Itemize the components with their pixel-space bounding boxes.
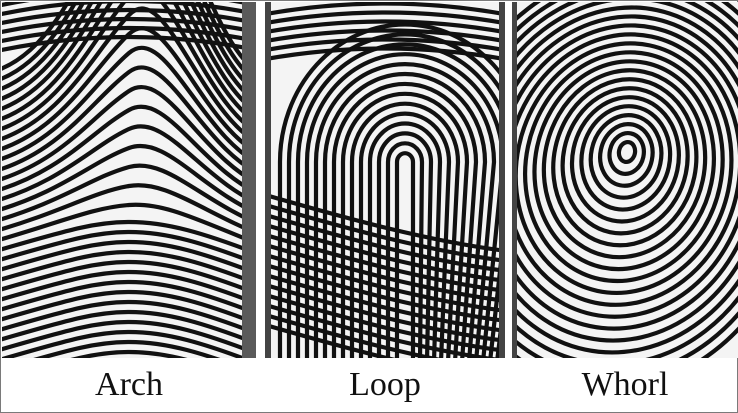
arch-ridge-line (2, 85, 256, 185)
loop-ridge-line (286, 32, 505, 358)
loop-ridge-line (265, 28, 505, 44)
whorl-ridge-ring (579, 104, 673, 212)
arch-ridge-line (2, 219, 256, 256)
loop-ridge-line (265, 282, 505, 343)
arch-ridge-line (2, 163, 256, 226)
loop-ridge-line (265, 212, 505, 273)
loop-ridge-line (265, 322, 396, 358)
loop-ridge-line (340, 91, 470, 358)
loop-caption: Loop (349, 366, 421, 403)
arch-ridge-line (2, 26, 256, 155)
arch-ridge-line (2, 299, 256, 336)
arch-ridge-line (2, 25, 256, 44)
loop-ridge-line (304, 52, 505, 358)
loop-ridge-line (265, 292, 505, 353)
whorl-ridge-ring (588, 113, 664, 200)
whorl-ridge-ring (569, 95, 681, 224)
loop-ridge-line (265, 222, 505, 283)
loop-ridge-line (265, 192, 505, 253)
arch-ridge-line (2, 259, 256, 296)
arch-ridge-line (2, 124, 256, 205)
loop-ridge-line (265, 19, 505, 35)
arch-fingerprint-image (2, 2, 256, 358)
arch-ridge-line (2, 6, 256, 145)
loop-ridge-line (277, 22, 505, 358)
arch-ridge-line (2, 319, 256, 356)
arch-caption: Arch (95, 366, 163, 403)
arch-ridge-line (2, 329, 249, 358)
loop-ridge-line (331, 81, 479, 358)
arch-ridge-line (2, 45, 256, 165)
arch-ridge-line (2, 144, 256, 215)
whorl-ridge-ring (522, 50, 725, 284)
arch-ridge-line (2, 34, 256, 53)
panel-divider (256, 2, 265, 358)
loop-ridge-line (322, 71, 488, 358)
loop-ridge-line (313, 62, 497, 358)
loop-ridge-line (394, 151, 416, 358)
arch-ridge-line (2, 2, 256, 84)
arch-ridge-line (2, 269, 256, 306)
arch-ridge-line (2, 202, 256, 246)
arch-ridge-line (2, 249, 256, 286)
arch-ridge-line (2, 2, 256, 115)
loop-ridge-line (265, 2, 505, 17)
arch-ridge-line (2, 279, 256, 316)
loop-ridge-line (265, 46, 505, 62)
arch-ridge-line (2, 65, 256, 175)
loop-ridge-line (376, 131, 434, 358)
arch-ridge-line (2, 309, 256, 346)
loop-ridge-pattern (265, 2, 505, 358)
loop-ridge-line (367, 121, 443, 358)
loop-ridge-line (385, 141, 425, 358)
whorl-ridge-ring (512, 5, 738, 343)
whorl-ridge-ring (598, 122, 655, 188)
loop-ridge-line (265, 10, 505, 26)
whorl-ridge-ring (551, 77, 699, 248)
whorl-ridge-ring (541, 68, 708, 260)
arch-ridge-line (2, 2, 256, 17)
whorl-ridge-ring (616, 139, 638, 165)
arch-ridge-line (2, 104, 256, 195)
arch-ridge-pattern (2, 2, 256, 358)
whorl-ridge-ring (512, 2, 738, 355)
loop-ridge-line (265, 202, 505, 263)
whorl-ridge-ring (512, 32, 738, 307)
whorl-ridge-pattern (512, 2, 738, 358)
whorl-caption: Whorl (581, 366, 669, 403)
loop-ridge-line (358, 111, 452, 358)
loop-ridge-line (265, 37, 505, 53)
whorl-ridge-ring (512, 23, 738, 319)
arch-ridge-line (2, 2, 256, 105)
whorl-ridge-ring (560, 86, 690, 236)
loop-ridge-line (265, 262, 505, 323)
arch-ridge-line (2, 289, 256, 326)
loop-ridge-line (265, 252, 505, 313)
arch-ridge-line (2, 239, 256, 276)
loop-fingerprint-image (265, 2, 505, 358)
loop-ridge-line (265, 312, 441, 358)
loop-ridge-line (265, 272, 505, 333)
arch-ridge-line (70, 349, 188, 358)
panel-divider (505, 2, 512, 358)
whorl-ridge-ring (513, 41, 734, 295)
whorl-ridge-ring (532, 59, 717, 272)
loop-ridge-line (265, 232, 505, 293)
arch-ridge-line (2, 229, 256, 266)
loop-ridge-line (349, 101, 461, 358)
arch-ridge-line (2, 2, 256, 135)
loop-ridge-line (265, 302, 500, 358)
arch-ridge-line (33, 339, 221, 358)
arch-ridge-line (2, 183, 256, 236)
whorl-ridge-ring (512, 14, 738, 331)
loop-ridge-line (265, 242, 505, 303)
arch-ridge-line (2, 7, 256, 26)
whorl-ridge-ring (607, 131, 646, 176)
arch-ridge-line (2, 2, 256, 125)
arch-ridge-line (2, 2, 256, 94)
whorl-fingerprint-image (512, 2, 738, 358)
arch-ridge-line (2, 16, 256, 35)
